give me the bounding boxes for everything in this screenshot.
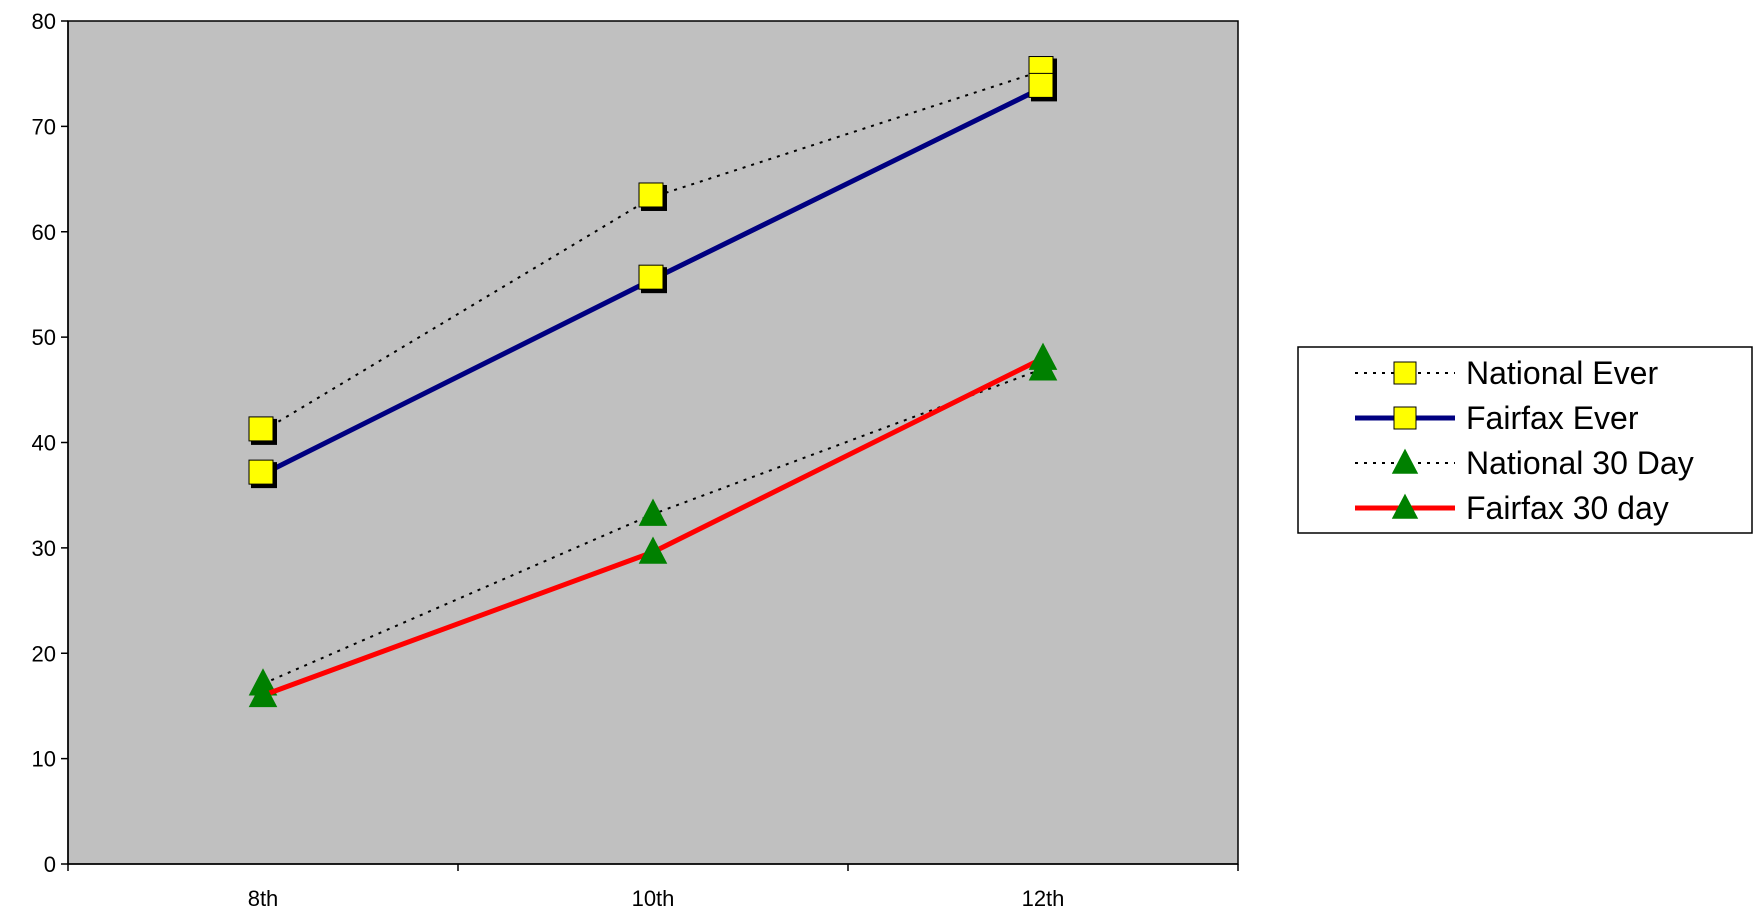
data-point-fairfax-30-day-8th bbox=[248, 679, 278, 708]
y-tick-label: 80 bbox=[32, 9, 56, 34]
data-point-national-ever-10th bbox=[638, 182, 664, 208]
legend-marker bbox=[1391, 493, 1419, 519]
legend: National Ever Fairfax Ever National 30 Day… bbox=[1297, 346, 1753, 534]
y-tick-label: 20 bbox=[32, 641, 56, 666]
data-point-national-30-day-10th bbox=[638, 498, 668, 526]
y-tick-label: 0 bbox=[44, 852, 56, 877]
data-point-fairfax-ever-8th bbox=[248, 459, 274, 485]
legend-item-fairfax-ever: Fairfax Ever bbox=[1355, 400, 1639, 436]
y-tick-label: 60 bbox=[32, 220, 56, 245]
x-tick-label: 8th bbox=[248, 886, 279, 911]
y-tick-label: 70 bbox=[32, 114, 56, 139]
y-tick-label: 40 bbox=[32, 431, 56, 456]
legend-box bbox=[1297, 346, 1753, 534]
y-tick-label: 30 bbox=[32, 536, 56, 561]
legend-label: Fairfax Ever bbox=[1466, 400, 1639, 436]
legend-marker bbox=[1393, 406, 1417, 430]
series-fairfax-30-day bbox=[248, 342, 1058, 708]
legend-items: National Ever Fairfax Ever National 30 Day… bbox=[1355, 355, 1694, 526]
legend-item-national-30-day: National 30 Day bbox=[1355, 445, 1694, 481]
data-point-national-ever-8th bbox=[248, 416, 274, 442]
data-point-fairfax-ever-10th bbox=[638, 264, 664, 290]
data-point-fairfax-30-day-12th bbox=[1028, 342, 1058, 370]
plot-area bbox=[67, 20, 1239, 865]
x-tick-label: 12th bbox=[1022, 886, 1065, 911]
y-tick-label: 10 bbox=[32, 747, 56, 772]
data-point-fairfax-ever-12th bbox=[1028, 72, 1054, 98]
legend-label: Fairfax 30 day bbox=[1466, 490, 1669, 526]
legend-item-national-ever: National Ever bbox=[1355, 355, 1658, 391]
x-tick-label: 10th bbox=[632, 886, 675, 911]
legend-marker bbox=[1393, 361, 1417, 385]
legend-marker bbox=[1391, 448, 1419, 474]
y-tick-label: 50 bbox=[32, 325, 56, 350]
series-layer bbox=[248, 56, 1058, 708]
series-fairfax-ever bbox=[248, 72, 1057, 489]
legend-item-fairfax-30-day: Fairfax 30 day bbox=[1355, 490, 1669, 526]
legend-label: National 30 Day bbox=[1466, 445, 1694, 481]
legend-label: National Ever bbox=[1466, 355, 1658, 391]
axis-layer: 0 10 20 30 40 50 60 70 80 8th 10th 12th bbox=[32, 9, 1239, 911]
data-point-fairfax-30-day-10th bbox=[638, 536, 668, 564]
